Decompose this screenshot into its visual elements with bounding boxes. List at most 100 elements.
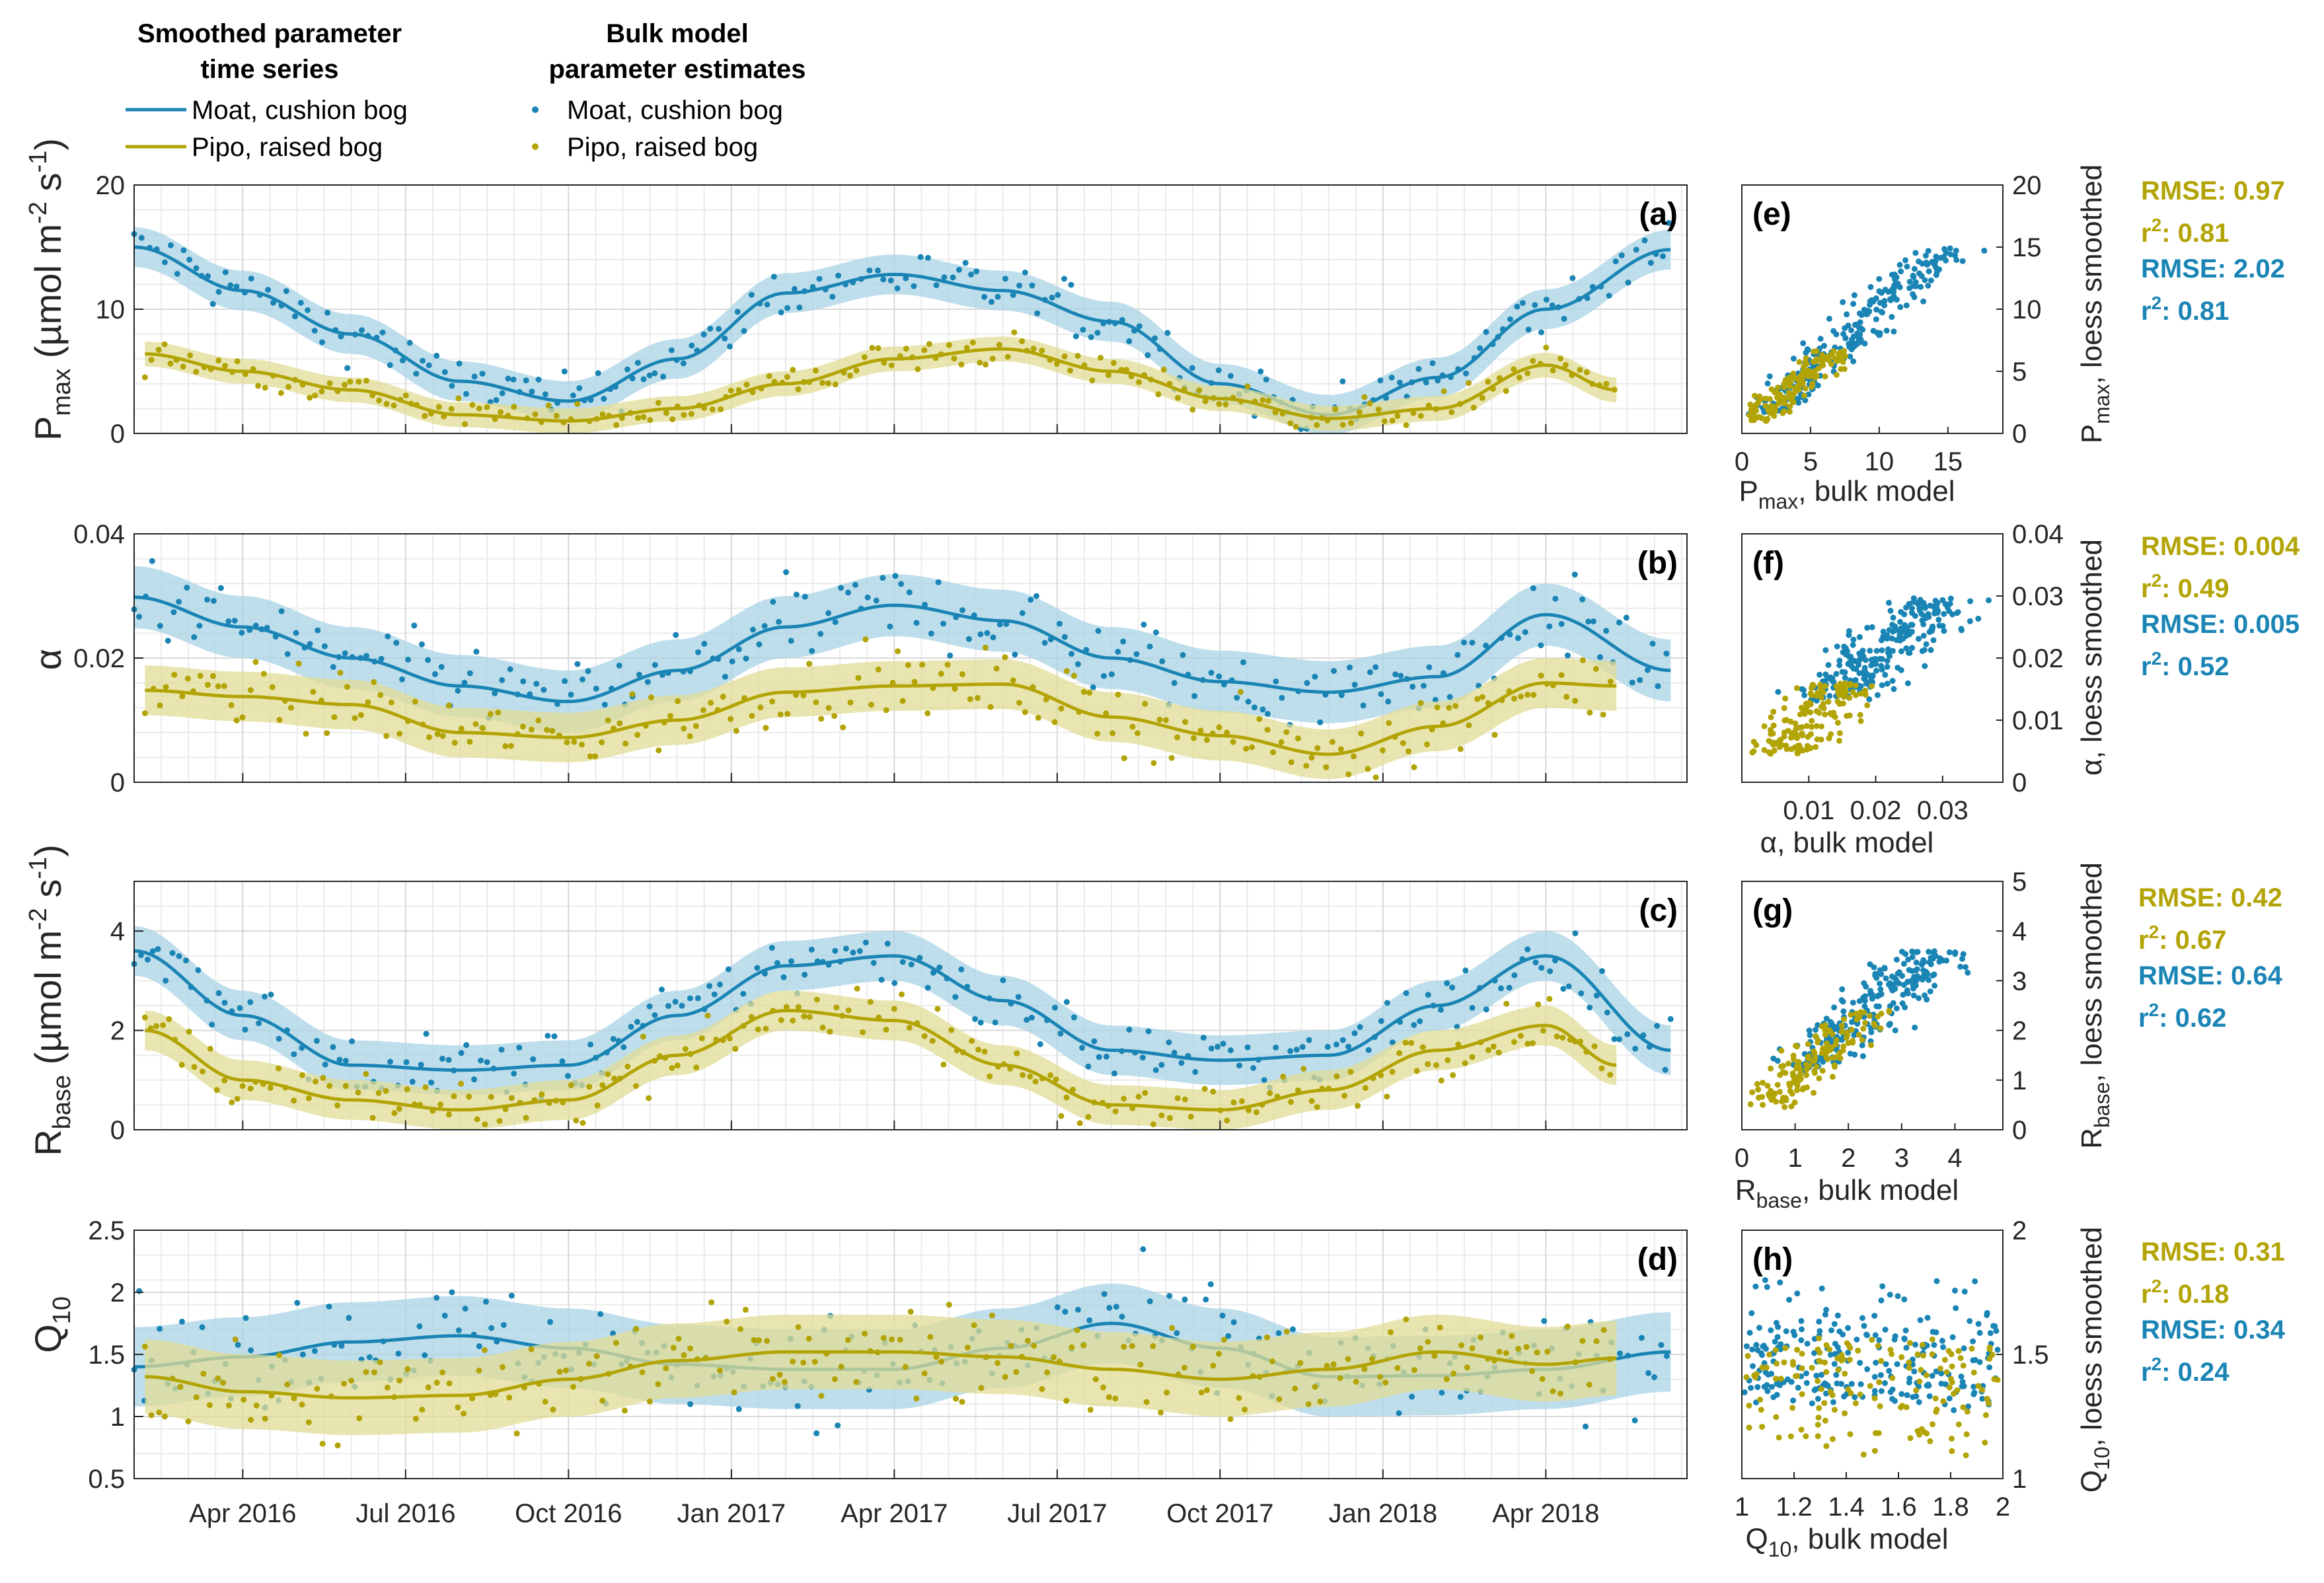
data-point	[1819, 1068, 1826, 1074]
data-point	[813, 367, 819, 374]
ytick-label: 0.03	[2012, 582, 2064, 611]
data-point	[1230, 1099, 1237, 1106]
data-point	[1774, 1082, 1781, 1088]
data-point	[554, 400, 561, 406]
data-point	[1224, 1117, 1230, 1124]
data-point	[1842, 1410, 1848, 1417]
data-point	[1836, 730, 1843, 737]
data-point	[1270, 749, 1277, 756]
data-point	[520, 678, 527, 684]
data-point	[1891, 975, 1898, 981]
xtick-label: 3	[1894, 1144, 1909, 1173]
data-point	[1511, 366, 1517, 373]
data-point	[1889, 1386, 1896, 1393]
data-point	[197, 673, 204, 679]
data-point	[487, 1392, 494, 1398]
data-point	[278, 390, 284, 396]
data-point	[1795, 377, 1802, 383]
data-point	[1845, 1325, 1852, 1331]
data-point	[1746, 1424, 1752, 1431]
data-point	[242, 1026, 248, 1033]
data-point	[777, 711, 784, 718]
data-point	[1795, 1058, 1802, 1065]
data-point	[1911, 1368, 1918, 1375]
data-point	[1002, 654, 1008, 661]
data-point	[887, 623, 893, 630]
data-point	[506, 1394, 513, 1401]
data-point	[1911, 294, 1918, 301]
data-point	[1781, 1097, 1788, 1103]
data-point	[1887, 1346, 1894, 1353]
data-point	[1924, 1315, 1931, 1321]
data-point	[1871, 1313, 1878, 1319]
data-point	[1853, 321, 1859, 328]
data-point	[665, 670, 671, 676]
data-point	[1216, 401, 1222, 407]
data-point	[1028, 1014, 1035, 1021]
data-point	[662, 1054, 669, 1061]
data-point	[994, 293, 1001, 300]
data-point	[1047, 357, 1053, 363]
data-point	[1207, 1281, 1214, 1288]
data-point	[1963, 1431, 1970, 1438]
data-point	[1396, 1050, 1403, 1056]
data-point	[1838, 997, 1845, 1004]
data-point	[1425, 1339, 1431, 1345]
data-point	[1979, 1387, 1986, 1393]
data-point	[215, 1375, 221, 1381]
data-point	[319, 1440, 326, 1447]
data-point	[1904, 264, 1910, 270]
data-point	[1152, 335, 1158, 342]
data-point	[1818, 1372, 1824, 1378]
data-point	[1803, 700, 1809, 707]
data-point	[153, 246, 160, 252]
data-point	[1884, 681, 1891, 687]
data-point	[1819, 351, 1826, 358]
data-point	[331, 1342, 338, 1348]
data-point	[467, 739, 473, 745]
data-point	[1372, 664, 1379, 671]
data-point	[1879, 309, 1885, 316]
data-point	[204, 597, 210, 603]
data-point	[1778, 1047, 1785, 1054]
data-point	[1558, 672, 1565, 679]
data-point	[1111, 1070, 1117, 1077]
data-point	[941, 274, 948, 281]
data-point	[1503, 1000, 1510, 1007]
data-point	[1121, 755, 1127, 762]
data-point	[1774, 1380, 1780, 1387]
data-point	[1008, 1343, 1014, 1349]
data-point	[177, 1383, 184, 1390]
data-point	[1783, 1328, 1789, 1335]
data-point	[560, 1099, 566, 1106]
data-point	[587, 396, 594, 403]
data-point	[1965, 1403, 1972, 1410]
data-point	[1963, 1452, 1969, 1459]
data-point	[1133, 651, 1140, 657]
data-point	[1100, 320, 1107, 326]
data-point	[932, 355, 939, 361]
data-point	[1762, 1277, 1768, 1283]
data-point	[1789, 1070, 1796, 1076]
legend-pipo-line-label: Pipo, raised bog	[192, 133, 383, 162]
data-point	[680, 669, 687, 675]
data-point	[1898, 629, 1905, 635]
data-point	[757, 704, 764, 711]
data-point	[337, 669, 344, 676]
data-point	[629, 691, 636, 698]
data-point	[570, 1383, 576, 1390]
data-point	[167, 360, 174, 367]
data-point	[1909, 954, 1916, 961]
data-point	[1660, 253, 1666, 260]
data-point	[455, 1327, 462, 1334]
data-point	[1787, 718, 1794, 725]
data-point	[1088, 334, 1094, 340]
legend-pipo-dot-swatch	[532, 143, 539, 150]
data-point	[1817, 1328, 1823, 1335]
data-point	[1774, 1334, 1781, 1341]
data-point	[1781, 395, 1788, 402]
data-point	[318, 697, 324, 704]
data-point	[1578, 990, 1585, 996]
data-point	[1166, 1293, 1173, 1299]
data-point	[1394, 413, 1401, 420]
